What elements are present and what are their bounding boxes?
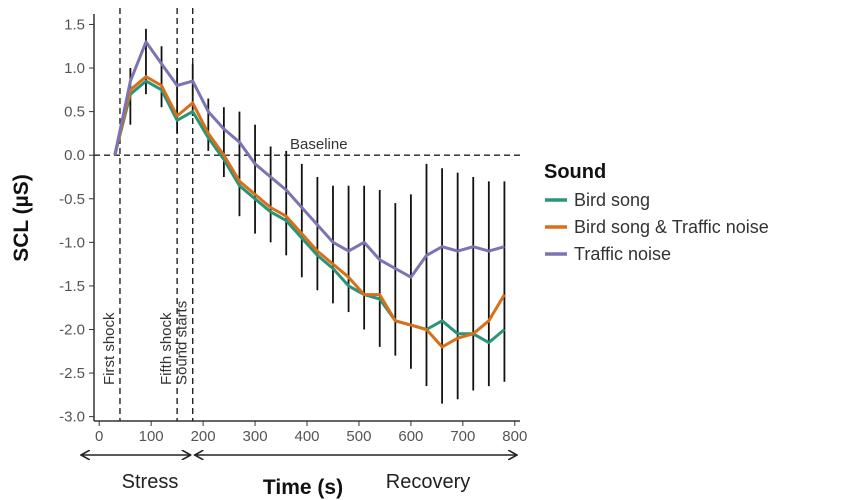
vline-label-sound-starts: Sound starts — [174, 301, 191, 385]
y-tick-label: 1.5 — [64, 16, 85, 33]
x-tick-label: 600 — [398, 428, 423, 445]
x-tick-label: 100 — [139, 428, 164, 445]
legend-title: Sound — [544, 161, 606, 183]
series-line-traffic-noise — [113, 40, 505, 279]
x-tick-label: 200 — [191, 428, 216, 445]
y-axis-label: SCL (µS) — [10, 174, 33, 262]
phase-label-stress: Stress — [122, 471, 179, 493]
y-tick-label: 0.5 — [64, 104, 85, 121]
y-tick-label: -0.5 — [59, 191, 85, 208]
vline-label-first-shock: First shock — [101, 312, 118, 385]
x-tick-label: 300 — [243, 428, 268, 445]
baseline-label: Baseline — [290, 136, 348, 153]
y-tick-label: -2.0 — [59, 321, 85, 338]
x-tick-label: 500 — [346, 428, 371, 445]
legend-label-bird-song-and-traffic-noise: Bird song & Traffic noise — [574, 217, 769, 237]
x-axis-label: Time (s) — [263, 476, 343, 499]
y-tick-label: -1.5 — [59, 278, 85, 295]
y-tick-label: -3.0 — [59, 409, 85, 426]
x-tick-label: 0 — [95, 428, 103, 445]
series-lines — [113, 40, 506, 349]
vline-label-fifth-shock: Fifth shock — [158, 312, 175, 385]
legend-label-traffic-noise: Traffic noise — [574, 244, 671, 264]
y-tick-label: 0.0 — [64, 147, 85, 164]
legend: Sound Bird song Bird song & Traffic noise… — [544, 161, 769, 264]
x-tick-label: 700 — [450, 428, 475, 445]
y-tick-label: 1.0 — [64, 60, 85, 77]
y-ticks: 1.5 1.0 0.5 0.0 -0.5 -1.0 -1.5 -2.0 -2.5 -3.0 — [59, 16, 94, 426]
phase-label-recovery: Recovery — [386, 471, 470, 493]
legend-items: Bird song Bird song & Traffic noise Traffi… — [545, 190, 769, 264]
y-tick-label: -2.5 — [59, 365, 85, 382]
series-line-bird-song-and-traffic-noise — [113, 75, 506, 349]
x-tick-label: 400 — [294, 428, 319, 445]
x-ticks: 0 100 200 300 400 500 600 700 800 — [95, 421, 527, 445]
y-tick-label: -1.0 — [59, 234, 85, 251]
x-tick-label: 800 — [502, 428, 527, 445]
series-line-bird-song — [113, 79, 506, 345]
legend-label-bird-song: Bird song — [574, 190, 650, 210]
